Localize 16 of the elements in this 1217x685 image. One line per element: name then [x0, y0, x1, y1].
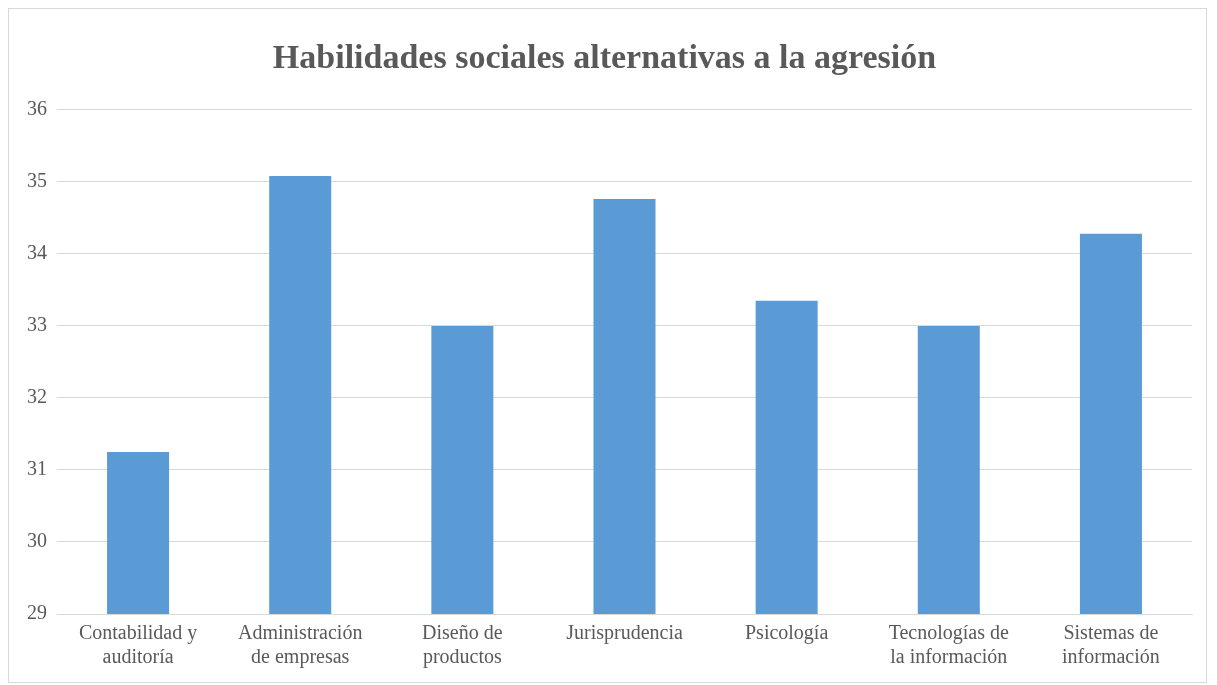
y-tick-label: 29	[27, 601, 47, 624]
y-tick-label: 36	[27, 97, 47, 120]
x-tick-label: Administración de empresas	[238, 621, 363, 669]
y-tick-label: 31	[27, 457, 47, 480]
x-tick-label: Contabilidad y auditoría	[78, 621, 198, 668]
y-tick-label: 35	[27, 169, 47, 192]
x-tick-label: Psicología	[744, 621, 829, 645]
y-tick-label: 33	[27, 313, 47, 336]
x-tick-label: Diseño de productos	[422, 621, 503, 669]
chart-title: Habilidades sociales alternativas a la agresión	[272, 38, 937, 76]
x-tick-label: Jurisprudencia	[566, 621, 683, 645]
y-tick-label: 34	[27, 241, 47, 264]
x-tick-label: Sistemas de información	[1062, 621, 1160, 668]
x-tick-label: Tecnologías de la información	[888, 621, 1010, 668]
y-tick-label: 30	[27, 529, 47, 552]
y-tick-label: 32	[27, 385, 47, 408]
